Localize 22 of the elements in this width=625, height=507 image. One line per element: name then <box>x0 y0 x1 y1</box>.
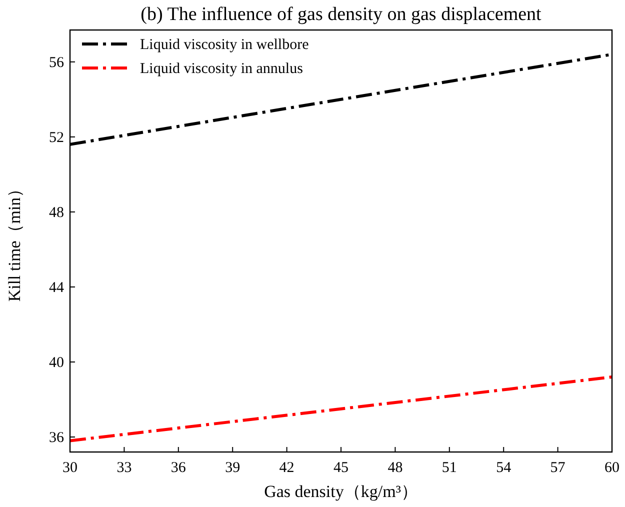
y-tick-label: 44 <box>49 280 64 296</box>
y-tick-label: 48 <box>49 204 64 221</box>
legend-label: Liquid viscosity in annulus <box>140 61 304 77</box>
x-tick-label: 48 <box>388 460 403 476</box>
x-tick-label: 42 <box>279 460 294 476</box>
legend-label: Liquid viscosity in wellbore <box>140 37 310 53</box>
x-tick-label: 60 <box>604 460 620 476</box>
x-tick-label: 33 <box>116 460 132 476</box>
chart-title: (b) The influence of gas density on gas displacement <box>140 4 542 25</box>
y-tick-label: 56 <box>49 54 64 71</box>
x-tick-label: 36 <box>170 460 186 476</box>
y-tick-label: 40 <box>49 354 64 371</box>
x-tick-label: 57 <box>550 460 566 476</box>
y-tick-label: 36 <box>49 430 64 446</box>
x-tick-label: 51 <box>442 460 457 476</box>
y-tick-label: 52 <box>49 130 64 146</box>
x-tick-label: 30 <box>62 460 78 476</box>
x-tick-label: 39 <box>225 460 240 476</box>
x-axis-title: Gas density（kg/m³） <box>264 482 418 501</box>
x-tick-label: 54 <box>496 460 512 476</box>
y-axis-title: Kill time（min） <box>5 180 24 302</box>
x-tick-label: 45 <box>334 460 348 476</box>
